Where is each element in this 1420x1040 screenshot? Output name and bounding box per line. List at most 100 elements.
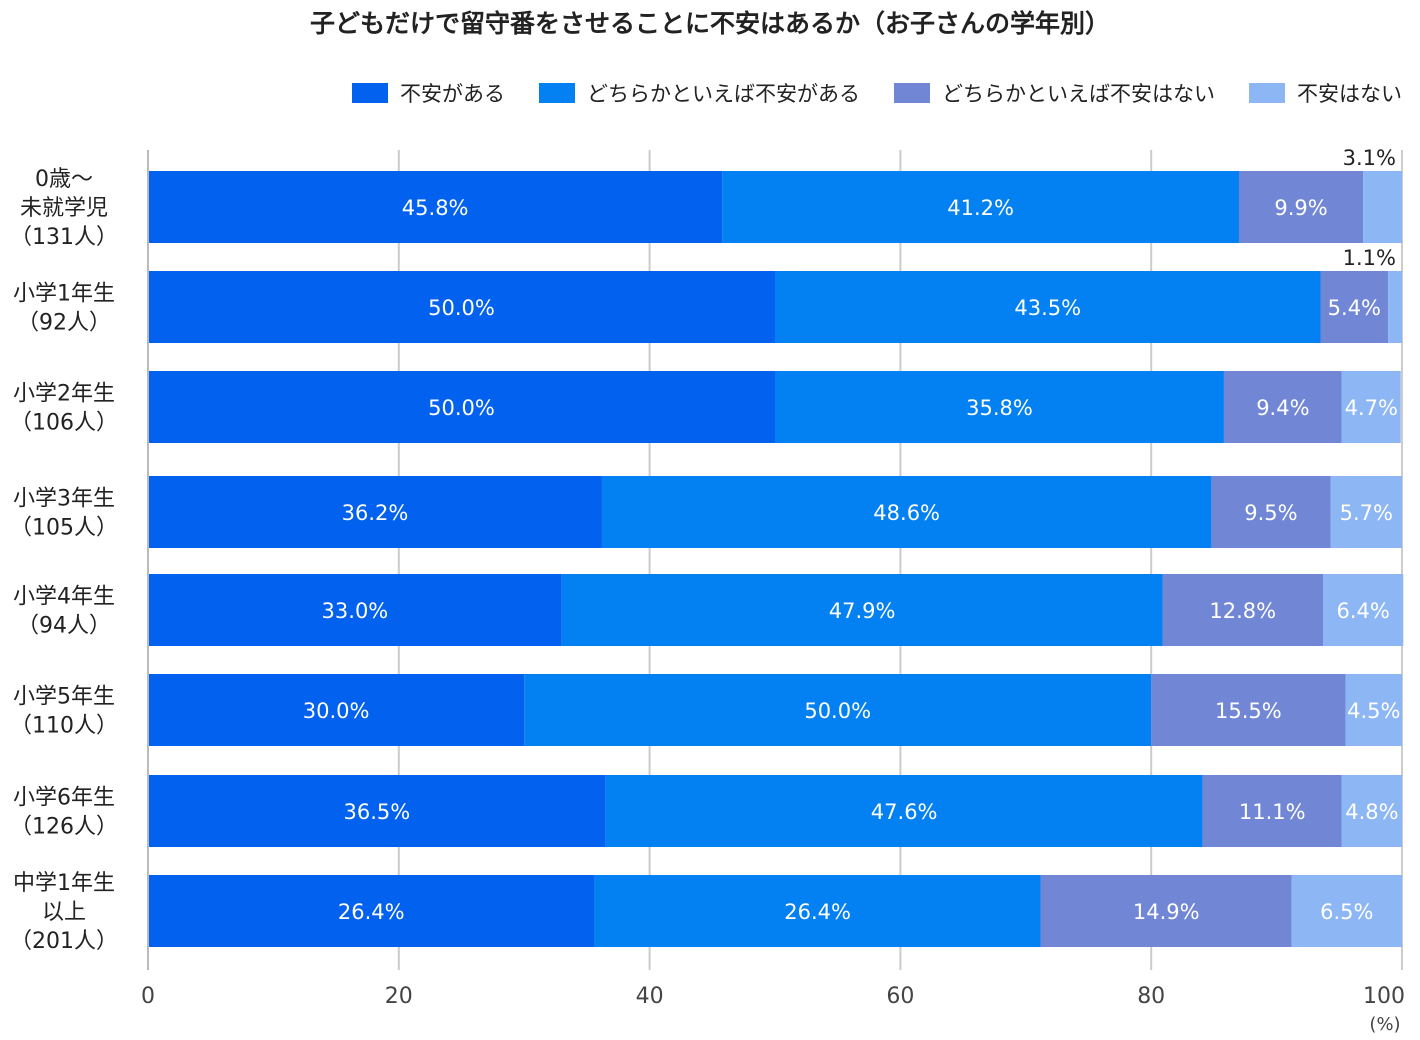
bar-segment (775, 371, 1224, 443)
data-label: 26.4% (338, 900, 405, 924)
chart-title: 子どもだけで留守番をさせることに不安はあるか（お子さんの学年別） (309, 9, 1110, 38)
data-label: 47.9% (829, 599, 896, 623)
data-label: 11.1% (1239, 800, 1306, 824)
data-label: 5.4% (1328, 296, 1381, 320)
data-label: 12.8% (1209, 599, 1276, 623)
category-label: 小学3年生 (13, 487, 115, 512)
data-label: 9.5% (1244, 501, 1297, 525)
bar-segment (148, 371, 775, 443)
bar-segment (524, 674, 1152, 746)
legend-swatch (539, 83, 575, 103)
data-label: 15.5% (1215, 699, 1282, 723)
legend-swatch (352, 83, 388, 103)
category-label: 小学5年生 (13, 685, 115, 710)
x-tick-label: 60 (886, 984, 914, 1009)
data-label: 5.7% (1340, 501, 1393, 525)
data-label: 4.8% (1345, 800, 1398, 824)
legend-item: 不安がある (352, 78, 505, 108)
bar-segment (148, 476, 602, 548)
bar-segment (1040, 875, 1292, 947)
bar-segment (1345, 674, 1402, 746)
bar-segment (1341, 371, 1401, 443)
category-label: （105人） (10, 516, 118, 541)
bar-segment (1211, 476, 1331, 548)
legend-label: どちらかといえば不安はない (942, 82, 1215, 106)
category-label: （110人） (10, 714, 118, 739)
bar-segment (605, 775, 1203, 847)
data-label: 45.8% (402, 196, 469, 220)
category-label: 小学6年生 (13, 786, 115, 811)
bar-segment (722, 171, 1239, 243)
x-unit-label: (%) (1369, 1014, 1400, 1035)
bar-segment (1322, 574, 1404, 646)
x-tick-label: 80 (1137, 984, 1165, 1009)
category-label: （94人） (17, 614, 111, 639)
category-label: （106人） (10, 411, 118, 436)
data-label: 50.0% (428, 296, 495, 320)
category-label: （92人） (17, 311, 111, 336)
bar-segment (775, 271, 1321, 343)
data-label: 9.9% (1274, 196, 1327, 220)
bar-segment (561, 574, 1163, 646)
data-label: 4.7% (1345, 396, 1398, 420)
legend-label: 不安がある (400, 82, 505, 106)
bar-segment (148, 271, 775, 343)
legend: 不安がある どちらかといえば不安がある どちらかといえば不安はない 不安はない (352, 78, 1402, 108)
data-label: 36.5% (343, 800, 410, 824)
bar-segment (148, 674, 525, 746)
data-label: 9.4% (1256, 396, 1309, 420)
category-label: 未就学児 (20, 196, 108, 221)
data-label: 50.0% (428, 396, 495, 420)
bar-segment (594, 875, 1041, 947)
data-label: 30.0% (303, 699, 370, 723)
bar-segment (148, 171, 723, 243)
data-label: 33.0% (322, 599, 389, 623)
legend-swatch (894, 83, 930, 103)
bar-segment (148, 875, 595, 947)
category-label: 小学1年生 (13, 282, 115, 307)
x-tick-label: 0 (141, 984, 155, 1009)
bar-segment (601, 476, 1212, 548)
legend-label: 不安はない (1297, 82, 1402, 106)
category-label: 0歳～ (35, 167, 93, 192)
legend-swatch (1249, 83, 1285, 103)
category-label: 小学4年生 (13, 585, 115, 610)
data-label-outside: 1.1% (1343, 246, 1396, 270)
data-label: 43.5% (1014, 296, 1081, 320)
category-label: （201人） (10, 929, 118, 954)
data-label: 26.4% (784, 900, 851, 924)
data-label: 6.4% (1336, 599, 1389, 623)
category-label: （131人） (10, 225, 118, 250)
bar-segment (1291, 875, 1402, 947)
bar-segment (1202, 775, 1342, 847)
bar-segment (1162, 574, 1323, 646)
bar-segment (1388, 271, 1402, 343)
data-label: 35.8% (966, 396, 1033, 420)
legend-label: どちらかといえば不安がある (587, 82, 860, 106)
bar-segment (1223, 371, 1342, 443)
data-label: 48.6% (873, 501, 940, 525)
data-label-outside: 3.1% (1343, 146, 1396, 170)
bar-segment (1151, 674, 1346, 746)
data-label: 50.0% (804, 699, 871, 723)
bar-segment (1320, 271, 1389, 343)
bar-segment (1330, 476, 1402, 548)
data-label: 4.5% (1347, 699, 1400, 723)
legend-item: どちらかといえば不安はない (894, 78, 1215, 108)
category-label: （126人） (10, 815, 118, 840)
legend-item: 不安はない (1249, 78, 1402, 108)
bar-segment (1238, 171, 1364, 243)
category-label: 以上 (42, 900, 86, 925)
data-label: 36.2% (342, 501, 409, 525)
data-label: 41.2% (947, 196, 1014, 220)
category-label: 中学1年生 (13, 871, 115, 896)
data-label: 6.5% (1320, 900, 1373, 924)
x-tick-label: 20 (385, 984, 413, 1009)
data-label: 14.9% (1133, 900, 1200, 924)
bar-segment (1363, 171, 1402, 243)
legend-item: どちらかといえば不安がある (539, 78, 860, 108)
bar-segment (148, 775, 606, 847)
x-tick-label: 100 (1363, 984, 1405, 1009)
bar-segment (148, 574, 562, 646)
